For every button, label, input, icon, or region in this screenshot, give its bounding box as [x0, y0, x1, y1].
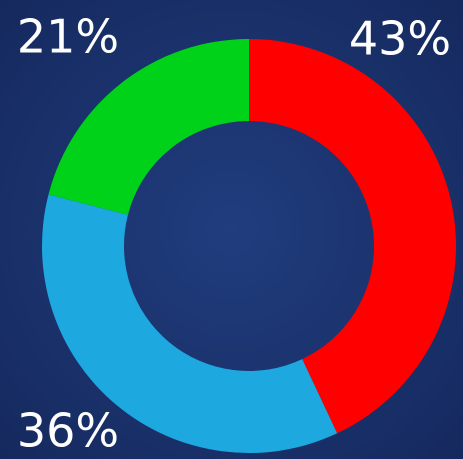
labels: 43% 36% 21%	[17, 10, 451, 458]
donut	[42, 39, 456, 454]
donut-segment	[249, 39, 456, 434]
value-label: 36%	[17, 404, 119, 458]
value-label: 21%	[17, 10, 119, 64]
value-label: 43%	[349, 12, 451, 66]
donut-segment	[48, 39, 250, 215]
donut-segment	[42, 194, 338, 454]
